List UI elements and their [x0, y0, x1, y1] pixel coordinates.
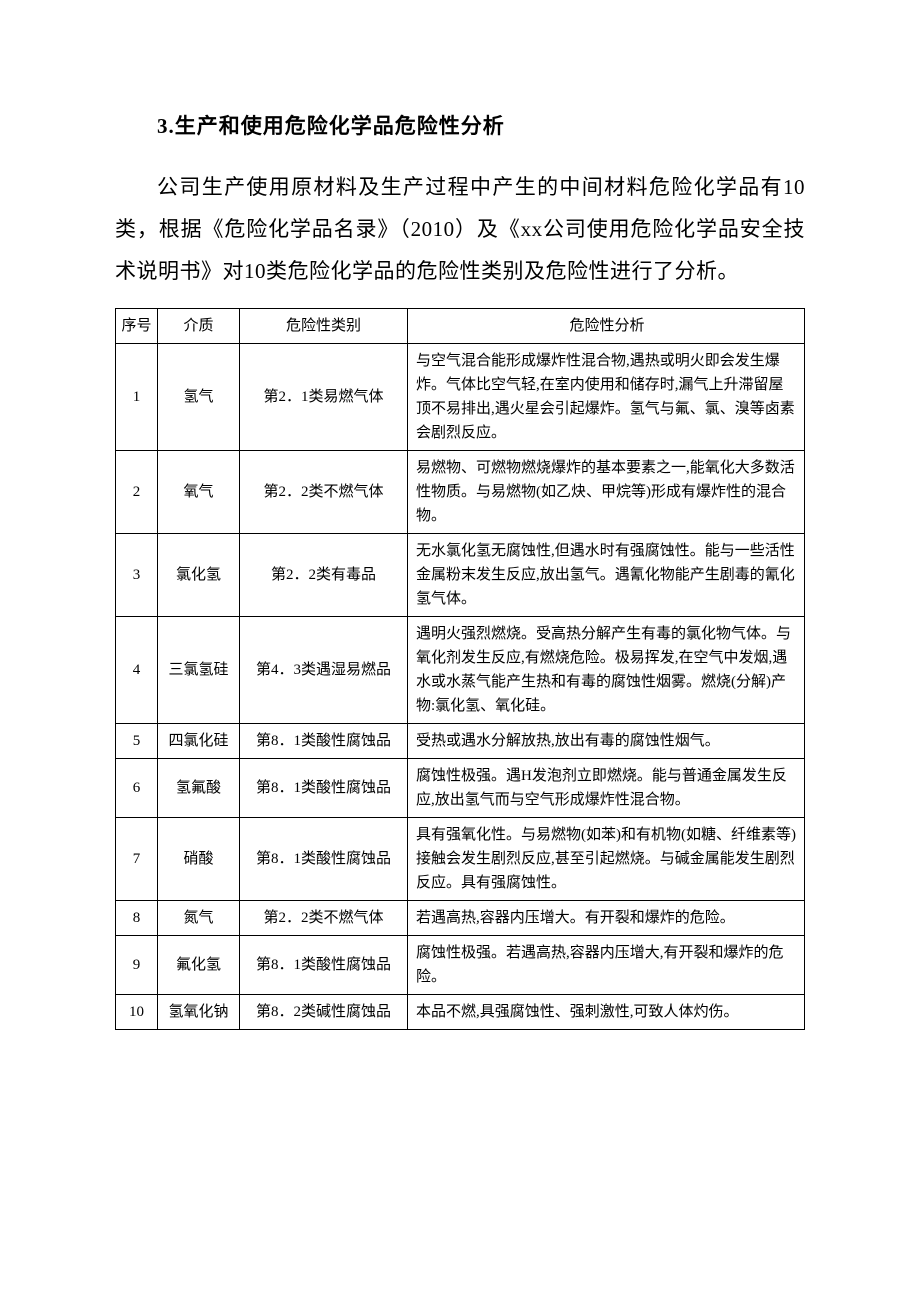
cell-category: 第8．1类酸性腐蚀品	[240, 758, 408, 817]
header-seq: 序号	[116, 308, 158, 343]
cell-category: 第2．2类不燃气体	[240, 450, 408, 533]
cell-medium: 氢氟酸	[158, 758, 240, 817]
table-row: 5四氯化硅第8．1类酸性腐蚀品受热或遇水分解放热,放出有毒的腐蚀性烟气。	[116, 723, 805, 758]
section-heading: 3.生产和使用危险化学品危险性分析	[115, 110, 805, 144]
cell-seq: 7	[116, 817, 158, 900]
table-row: 9氟化氢第8．1类酸性腐蚀品腐蚀性极强。若遇高热,容器内压增大,有开裂和爆炸的危…	[116, 935, 805, 994]
cell-analysis: 若遇高热,容器内压增大。有开裂和爆炸的危险。	[408, 900, 805, 935]
table-body: 1氢气第2．1类易燃气体与空气混合能形成爆炸性混合物,遇热或明火即会发生爆炸。气…	[116, 343, 805, 1029]
cell-analysis: 具有强氧化性。与易燃物(如苯)和有机物(如糖、纤维素等)接触会发生剧烈反应,甚至…	[408, 817, 805, 900]
cell-category: 第2．2类不燃气体	[240, 900, 408, 935]
cell-medium: 氧气	[158, 450, 240, 533]
cell-analysis: 受热或遇水分解放热,放出有毒的腐蚀性烟气。	[408, 723, 805, 758]
cell-analysis: 腐蚀性极强。遇H发泡剂立即燃烧。能与普通金属发生反应,放出氢气而与空气形成爆炸性…	[408, 758, 805, 817]
cell-medium: 氯化氢	[158, 533, 240, 616]
cell-category: 第2．2类有毒品	[240, 533, 408, 616]
table-row: 10氢氧化钠第8．2类碱性腐蚀品本品不燃,具强腐蚀性、强刺激性,可致人体灼伤。	[116, 994, 805, 1029]
header-analysis: 危险性分析	[408, 308, 805, 343]
intro-paragraph: 公司生产使用原材料及生产过程中产生的中间材料危险化学品有10类，根据《危险化学品…	[115, 166, 805, 292]
cell-analysis: 易燃物、可燃物燃烧爆炸的基本要素之一,能氧化大多数活性物质。与易燃物(如乙炔、甲…	[408, 450, 805, 533]
cell-seq: 8	[116, 900, 158, 935]
cell-analysis: 本品不燃,具强腐蚀性、强刺激性,可致人体灼伤。	[408, 994, 805, 1029]
cell-seq: 9	[116, 935, 158, 994]
table-row: 7硝酸第8．1类酸性腐蚀品具有强氧化性。与易燃物(如苯)和有机物(如糖、纤维素等…	[116, 817, 805, 900]
cell-seq: 5	[116, 723, 158, 758]
header-medium: 介质	[158, 308, 240, 343]
cell-category: 第8．2类碱性腐蚀品	[240, 994, 408, 1029]
cell-category: 第8．1类酸性腐蚀品	[240, 817, 408, 900]
table-row: 1氢气第2．1类易燃气体与空气混合能形成爆炸性混合物,遇热或明火即会发生爆炸。气…	[116, 343, 805, 450]
cell-medium: 氢气	[158, 343, 240, 450]
cell-category: 第8．1类酸性腐蚀品	[240, 935, 408, 994]
cell-analysis: 腐蚀性极强。若遇高热,容器内压增大,有开裂和爆炸的危险。	[408, 935, 805, 994]
cell-medium: 四氯化硅	[158, 723, 240, 758]
cell-analysis: 遇明火强烈燃烧。受高热分解产生有毒的氯化物气体。与氧化剂发生反应,有燃烧危险。极…	[408, 616, 805, 723]
table-header-row: 序号 介质 危险性类别 危险性分析	[116, 308, 805, 343]
header-category: 危险性类别	[240, 308, 408, 343]
table-row: 4三氯氢硅第4．3类遇湿易燃品遇明火强烈燃烧。受高热分解产生有毒的氯化物气体。与…	[116, 616, 805, 723]
cell-seq: 10	[116, 994, 158, 1029]
cell-seq: 1	[116, 343, 158, 450]
hazard-table: 序号 介质 危险性类别 危险性分析 1氢气第2．1类易燃气体与空气混合能形成爆炸…	[115, 308, 805, 1030]
cell-seq: 4	[116, 616, 158, 723]
cell-analysis: 与空气混合能形成爆炸性混合物,遇热或明火即会发生爆炸。气体比空气轻,在室内使用和…	[408, 343, 805, 450]
table-row: 8氮气第2．2类不燃气体若遇高热,容器内压增大。有开裂和爆炸的危险。	[116, 900, 805, 935]
cell-category: 第2．1类易燃气体	[240, 343, 408, 450]
cell-medium: 氢氧化钠	[158, 994, 240, 1029]
cell-seq: 2	[116, 450, 158, 533]
cell-category: 第4．3类遇湿易燃品	[240, 616, 408, 723]
cell-category: 第8．1类酸性腐蚀品	[240, 723, 408, 758]
cell-analysis: 无水氯化氢无腐蚀性,但遇水时有强腐蚀性。能与一些活性金属粉末发生反应,放出氢气。…	[408, 533, 805, 616]
table-row: 6氢氟酸第8．1类酸性腐蚀品腐蚀性极强。遇H发泡剂立即燃烧。能与普通金属发生反应…	[116, 758, 805, 817]
cell-seq: 3	[116, 533, 158, 616]
cell-medium: 三氯氢硅	[158, 616, 240, 723]
cell-medium: 氮气	[158, 900, 240, 935]
cell-seq: 6	[116, 758, 158, 817]
table-row: 3氯化氢第2．2类有毒品无水氯化氢无腐蚀性,但遇水时有强腐蚀性。能与一些活性金属…	[116, 533, 805, 616]
table-row: 2氧气第2．2类不燃气体易燃物、可燃物燃烧爆炸的基本要素之一,能氧化大多数活性物…	[116, 450, 805, 533]
cell-medium: 氟化氢	[158, 935, 240, 994]
cell-medium: 硝酸	[158, 817, 240, 900]
